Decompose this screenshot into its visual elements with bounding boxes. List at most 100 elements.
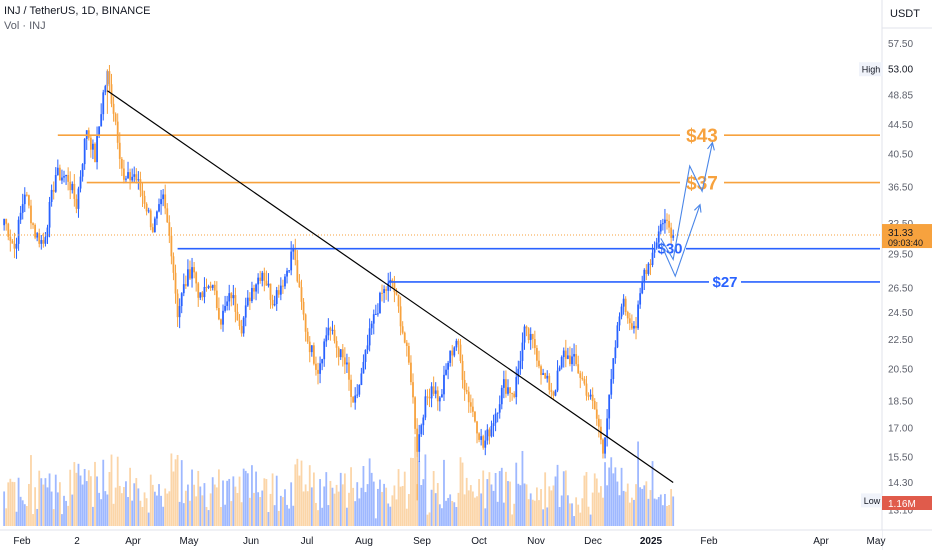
candle-body[interactable]: [298, 281, 301, 288]
candle-body[interactable]: [635, 325, 637, 329]
candle-body[interactable]: [306, 331, 309, 342]
candle-body[interactable]: [443, 374, 445, 395]
candle-body[interactable]: [81, 164, 84, 177]
candle-body[interactable]: [9, 236, 12, 241]
candle-body[interactable]: [655, 242, 658, 249]
candle-body[interactable]: [187, 269, 189, 286]
candle-body[interactable]: [480, 436, 483, 440]
candle-body[interactable]: [521, 342, 524, 361]
candle-body[interactable]: [89, 137, 92, 150]
candle-body[interactable]: [500, 387, 503, 405]
candle-body[interactable]: [476, 421, 478, 434]
candle-body[interactable]: [575, 354, 578, 365]
candle-body[interactable]: [75, 198, 78, 209]
candle-body[interactable]: [273, 304, 276, 306]
candle-body[interactable]: [467, 391, 470, 403]
candle-body[interactable]: [488, 429, 491, 437]
candle-body[interactable]: [63, 176, 65, 178]
candle-body[interactable]: [71, 183, 74, 191]
candle-body[interactable]: [422, 417, 425, 426]
candle-body[interactable]: [639, 293, 642, 305]
candle-body[interactable]: [341, 349, 344, 358]
candle-body[interactable]: [58, 167, 61, 181]
candle-body[interactable]: [131, 176, 134, 181]
candle-body[interactable]: [556, 370, 559, 391]
candle-body[interactable]: [54, 175, 57, 192]
candle-body[interactable]: [407, 345, 410, 363]
candle-body[interactable]: [143, 195, 146, 204]
candle-body[interactable]: [651, 252, 654, 265]
candle-body[interactable]: [83, 138, 86, 165]
candle-body[interactable]: [220, 319, 222, 325]
candle-body[interactable]: [622, 298, 625, 307]
candle-body[interactable]: [215, 290, 218, 309]
candle-body[interactable]: [346, 362, 348, 365]
candle-body[interactable]: [282, 285, 284, 287]
candle-body[interactable]: [158, 204, 160, 212]
candle-body[interactable]: [207, 286, 210, 288]
candle-body[interactable]: [550, 389, 553, 392]
candle-body[interactable]: [170, 235, 173, 257]
candle-body[interactable]: [114, 113, 117, 122]
candle-body[interactable]: [486, 429, 489, 441]
candle-body[interactable]: [554, 390, 557, 396]
candle-body[interactable]: [405, 342, 408, 346]
candle-body[interactable]: [30, 205, 32, 224]
candle-body[interactable]: [608, 394, 611, 419]
candle-body[interactable]: [288, 270, 290, 272]
candle-body[interactable]: [502, 379, 505, 388]
candle-body[interactable]: [566, 355, 569, 359]
candle-body[interactable]: [174, 272, 177, 294]
candle-body[interactable]: [40, 240, 43, 244]
candle-body[interactable]: [457, 340, 460, 345]
candle-body[interactable]: [465, 389, 468, 392]
candle-body[interactable]: [259, 277, 262, 281]
candle-body[interactable]: [395, 292, 398, 295]
candle-body[interactable]: [484, 440, 487, 448]
candle-body[interactable]: [290, 251, 293, 271]
candle-body[interactable]: [670, 227, 673, 238]
candle-body[interactable]: [602, 439, 604, 454]
candle-body[interactable]: [571, 356, 573, 365]
candle-body[interactable]: [474, 411, 476, 422]
candle-body[interactable]: [374, 313, 377, 315]
candle-body[interactable]: [96, 135, 98, 163]
candle-body[interactable]: [360, 373, 363, 385]
candle-body[interactable]: [412, 382, 414, 398]
candle-body[interactable]: [370, 323, 373, 329]
candle-body[interactable]: [180, 293, 183, 307]
candle-body[interactable]: [319, 363, 321, 374]
candle-body[interactable]: [647, 263, 650, 274]
candle-body[interactable]: [410, 362, 412, 383]
candle-body[interactable]: [376, 313, 379, 315]
volume-indicator-label[interactable]: Vol · INJ: [4, 20, 46, 32]
candle-body[interactable]: [178, 306, 181, 318]
candle-body[interactable]: [34, 224, 37, 238]
candle-body[interactable]: [209, 286, 212, 288]
candle-body[interactable]: [199, 292, 202, 298]
candle-body[interactable]: [490, 425, 493, 437]
candle-body[interactable]: [455, 340, 458, 348]
candle-body[interactable]: [151, 227, 154, 233]
candle-body[interactable]: [116, 121, 119, 143]
trendline[interactable]: [107, 90, 674, 483]
candle-body[interactable]: [441, 394, 443, 398]
candle-body[interactable]: [397, 294, 400, 307]
candle-body[interactable]: [279, 285, 282, 295]
candle-body[interactable]: [7, 223, 10, 237]
candle-body[interactable]: [145, 203, 148, 212]
candle-body[interactable]: [224, 305, 226, 311]
candle-body[interactable]: [257, 277, 260, 285]
candle-body[interactable]: [618, 316, 621, 326]
candle-body[interactable]: [668, 220, 670, 228]
candle-body[interactable]: [118, 142, 121, 159]
candle-body[interactable]: [542, 373, 544, 375]
candle-body[interactable]: [569, 355, 571, 365]
candle-body[interactable]: [139, 179, 142, 191]
candle-body[interactable]: [628, 318, 631, 324]
projection-arrow[interactable]: [660, 204, 701, 278]
candle-body[interactable]: [25, 194, 28, 196]
candle-body[interactable]: [428, 397, 431, 399]
candle-body[interactable]: [197, 283, 200, 298]
candle-body[interactable]: [230, 293, 233, 299]
